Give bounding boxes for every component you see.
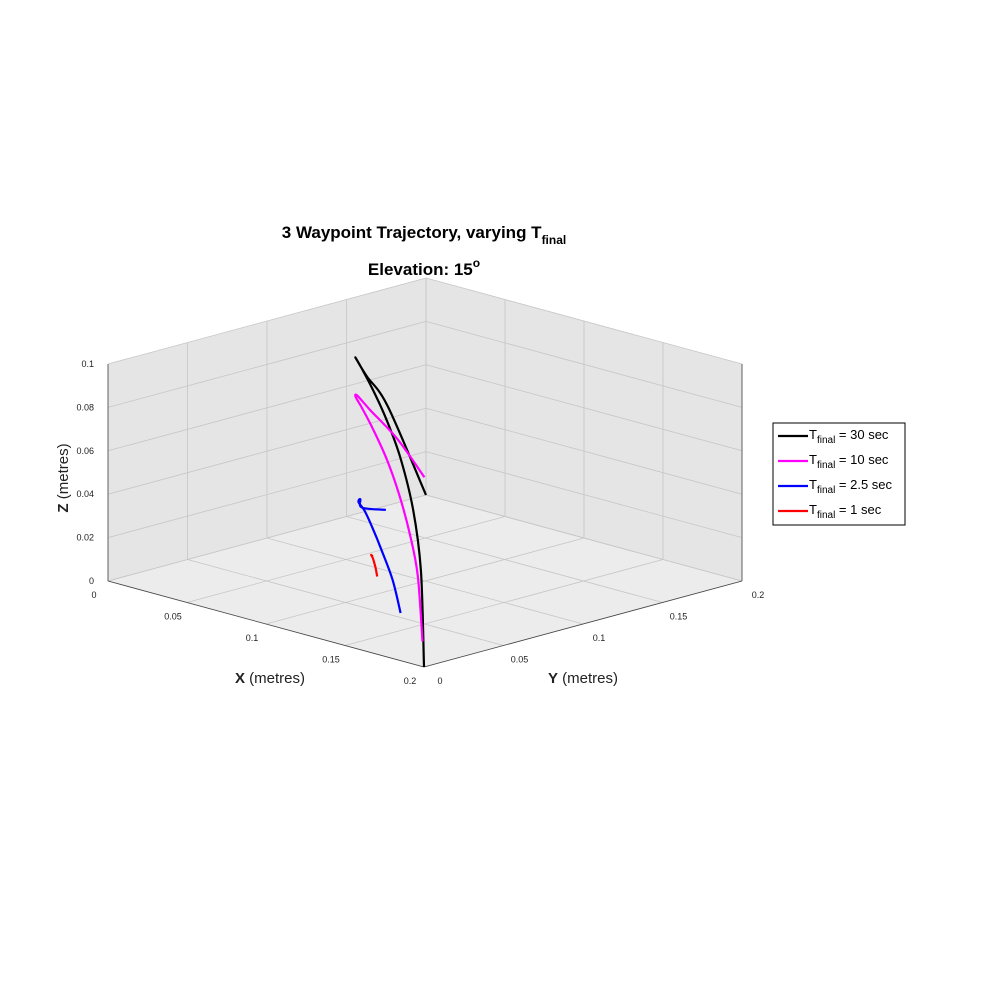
grid-right-z [425,321,743,408]
series-group [354,356,428,668]
series-line-2 [357,497,402,614]
z-tick-label: 0.08 [76,402,94,412]
grid-right-z [425,364,743,452]
grid-floor-y [187,559,504,646]
axes-panes [108,278,742,667]
x-tick-label: 0.1 [246,633,259,643]
z-tick-label: 0.04 [76,489,94,499]
grid-right-z [425,277,743,365]
grid-right-z [425,407,743,495]
z-tick-label: 0 [89,576,94,586]
legend: Tfinal = 30 sec Tfinal = 10 sec Tfinal = 2… [772,422,906,526]
y-tick-label: 0 [437,676,442,686]
tick-labels: 0 0.05 0.1 0.15 0.2 0 0.05 0.1 0.15 0.2 0 0.02 0.04 0… [76,359,764,686]
grid-left-z [107,277,427,365]
z-tick-label: 0.02 [76,533,94,543]
y-tick-label: 0.1 [593,633,606,643]
z-axis-label: Z (metres) [55,443,72,512]
grid-floor-y [346,516,663,603]
legend-label-3: Tfinal = 1 sec [809,502,882,521]
series-line-0 [354,356,428,668]
y-axis-label: Y (metres) [548,670,618,687]
grid-left-z [107,407,427,495]
x-tick-label: 0.2 [404,676,417,686]
legend-label-0: Tfinal = 30 sec [809,427,889,446]
series-line-1 [354,393,426,642]
x-tick-label: 0 [91,590,96,600]
z-tick-label: 0.06 [76,446,94,456]
legend-label-2: Tfinal = 2.5 sec [809,477,893,496]
y-tick-label: 0.2 [752,590,765,600]
series-line-3 [370,553,379,577]
z-tick-label: 0.1 [81,359,94,369]
y-tick-label: 0.15 [670,612,688,622]
x-tick-label: 0.15 [322,655,340,665]
grid-left-z [107,451,427,538]
x-axis-label: X (metres) [235,670,305,687]
legend-label-1: Tfinal = 10 sec [809,452,889,471]
x-tick-label: 0.05 [164,612,182,622]
grid-right-z [425,494,743,582]
x-axis-line [107,580,425,668]
legend-box [772,422,906,526]
chart-subtitle: Elevation: 15o [368,256,480,279]
y-tick-label: 0.05 [511,655,529,665]
chart-title: 3 Waypoint Trajectory, varying Tfinal [282,223,566,247]
grid-floor-y [266,537,584,625]
y-axis-line [423,580,743,668]
grid-right-z [425,451,743,538]
grid-left-z [107,364,427,452]
grid-left-z [107,321,427,408]
